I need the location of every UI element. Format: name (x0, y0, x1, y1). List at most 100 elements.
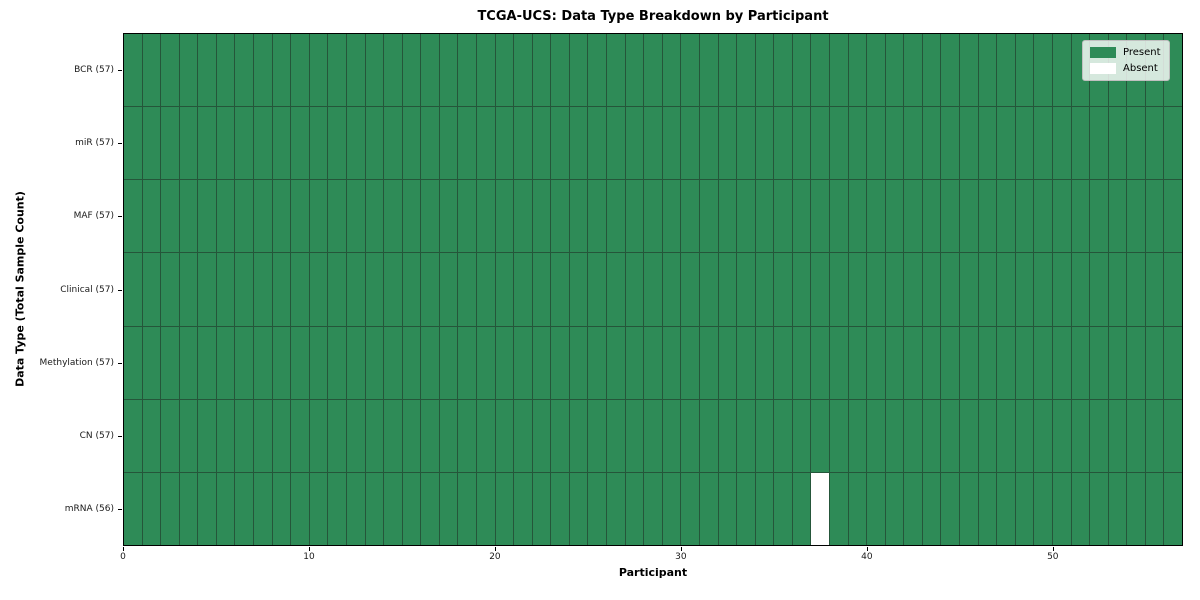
heatmap-cell (978, 326, 997, 399)
heatmap-cell (309, 34, 328, 107)
heatmap-cell (495, 107, 514, 180)
heatmap-cell (848, 399, 867, 472)
heatmap-cell (774, 399, 792, 472)
heatmap-cell (569, 399, 588, 472)
heatmap-cell (607, 399, 625, 472)
heatmap-cell (848, 180, 867, 253)
heatmap-cell (755, 180, 774, 253)
heatmap-cell (254, 180, 272, 253)
heatmap-cell (625, 180, 644, 253)
heatmap-cell (662, 34, 681, 107)
y-tick-mark (118, 69, 122, 71)
heatmap-cell (142, 253, 161, 326)
heatmap-cell (458, 399, 476, 472)
chart-title: TCGA-UCS: Data Type Breakdown by Partici… (477, 9, 829, 24)
heatmap-cell (904, 472, 922, 545)
x-tick-label: 40 (861, 552, 873, 562)
y-tick-mark (118, 142, 122, 144)
heatmap-cell (495, 180, 514, 253)
heatmap-cell (476, 180, 495, 253)
heatmap-cell (495, 326, 514, 399)
heatmap-cell (1145, 472, 1164, 545)
heatmap-cell (904, 107, 922, 180)
heatmap-cell (291, 34, 309, 107)
heatmap-cell (551, 326, 569, 399)
heatmap-cell (644, 34, 662, 107)
heatmap-cell (755, 253, 774, 326)
heatmap-cell (1108, 326, 1127, 399)
heatmap-cell (811, 326, 829, 399)
heatmap-cell (124, 107, 142, 180)
y-tick-label: mRNA (56) (64, 504, 114, 515)
heatmap-cell (235, 253, 254, 326)
heatmap-cell (216, 34, 235, 107)
heatmap-cell (774, 107, 792, 180)
heatmap-cell (644, 399, 662, 472)
heatmap-cell (124, 253, 142, 326)
x-tick-label: 30 (675, 552, 687, 562)
heatmap-cell (216, 399, 235, 472)
heatmap-cell (625, 34, 644, 107)
x-tick-label: 50 (1047, 552, 1059, 562)
heatmap-cell (662, 180, 681, 253)
heatmap-cell (272, 180, 291, 253)
heatmap-cell (421, 253, 439, 326)
heatmap-cell (960, 253, 978, 326)
heatmap-cell (699, 253, 718, 326)
heatmap-cell (904, 180, 922, 253)
heatmap-cell (867, 326, 885, 399)
heatmap-cell (941, 180, 960, 253)
heatmap-cell (569, 253, 588, 326)
heatmap-cell (1015, 34, 1034, 107)
heatmap-cell (309, 180, 328, 253)
heatmap-cell (365, 180, 384, 253)
heatmap-cell (755, 34, 774, 107)
heatmap-cell (997, 326, 1015, 399)
heatmap-cell (644, 107, 662, 180)
heatmap-cell (737, 326, 755, 399)
heatmap-cell (607, 326, 625, 399)
x-tick-mark (680, 547, 682, 551)
heatmap-cell (161, 326, 179, 399)
heatmap-cell (1127, 253, 1145, 326)
heatmap-cell (867, 253, 885, 326)
heatmap-cell (588, 180, 607, 253)
heatmap-cell (291, 107, 309, 180)
heatmap-cell (161, 399, 179, 472)
heatmap-cell (607, 472, 625, 545)
heatmap-cell (402, 472, 421, 545)
heatmap-cell (1108, 107, 1127, 180)
heatmap-cell (179, 472, 198, 545)
heatmap-cell (309, 253, 328, 326)
heatmap-cell (644, 253, 662, 326)
heatmap-cell (625, 253, 644, 326)
heatmap-cell (124, 180, 142, 253)
heatmap-cell (1071, 399, 1090, 472)
heatmap-cell (142, 107, 161, 180)
heatmap-cell (922, 253, 941, 326)
heatmap-cell (662, 107, 681, 180)
heatmap-cell (848, 472, 867, 545)
heatmap-cell (588, 326, 607, 399)
heatmap-cell (681, 34, 699, 107)
heatmap-cell (402, 34, 421, 107)
heatmap-cell (755, 107, 774, 180)
heatmap-cell (607, 34, 625, 107)
heatmap-cell (829, 326, 848, 399)
heatmap-cell (737, 253, 755, 326)
heatmap-cell (867, 107, 885, 180)
heatmap-cell (551, 399, 569, 472)
heatmap-cell (365, 107, 384, 180)
heatmap-cell (718, 34, 737, 107)
y-tick-mark (118, 509, 122, 511)
heatmap-cell (774, 472, 792, 545)
heatmap-cell (124, 472, 142, 545)
heatmap-cell (699, 34, 718, 107)
heatmap-cell (1145, 253, 1164, 326)
heatmap-cell (588, 253, 607, 326)
heatmap-cell (755, 472, 774, 545)
heatmap-cell (254, 399, 272, 472)
heatmap-cell (607, 107, 625, 180)
heatmap-cell (1015, 107, 1034, 180)
